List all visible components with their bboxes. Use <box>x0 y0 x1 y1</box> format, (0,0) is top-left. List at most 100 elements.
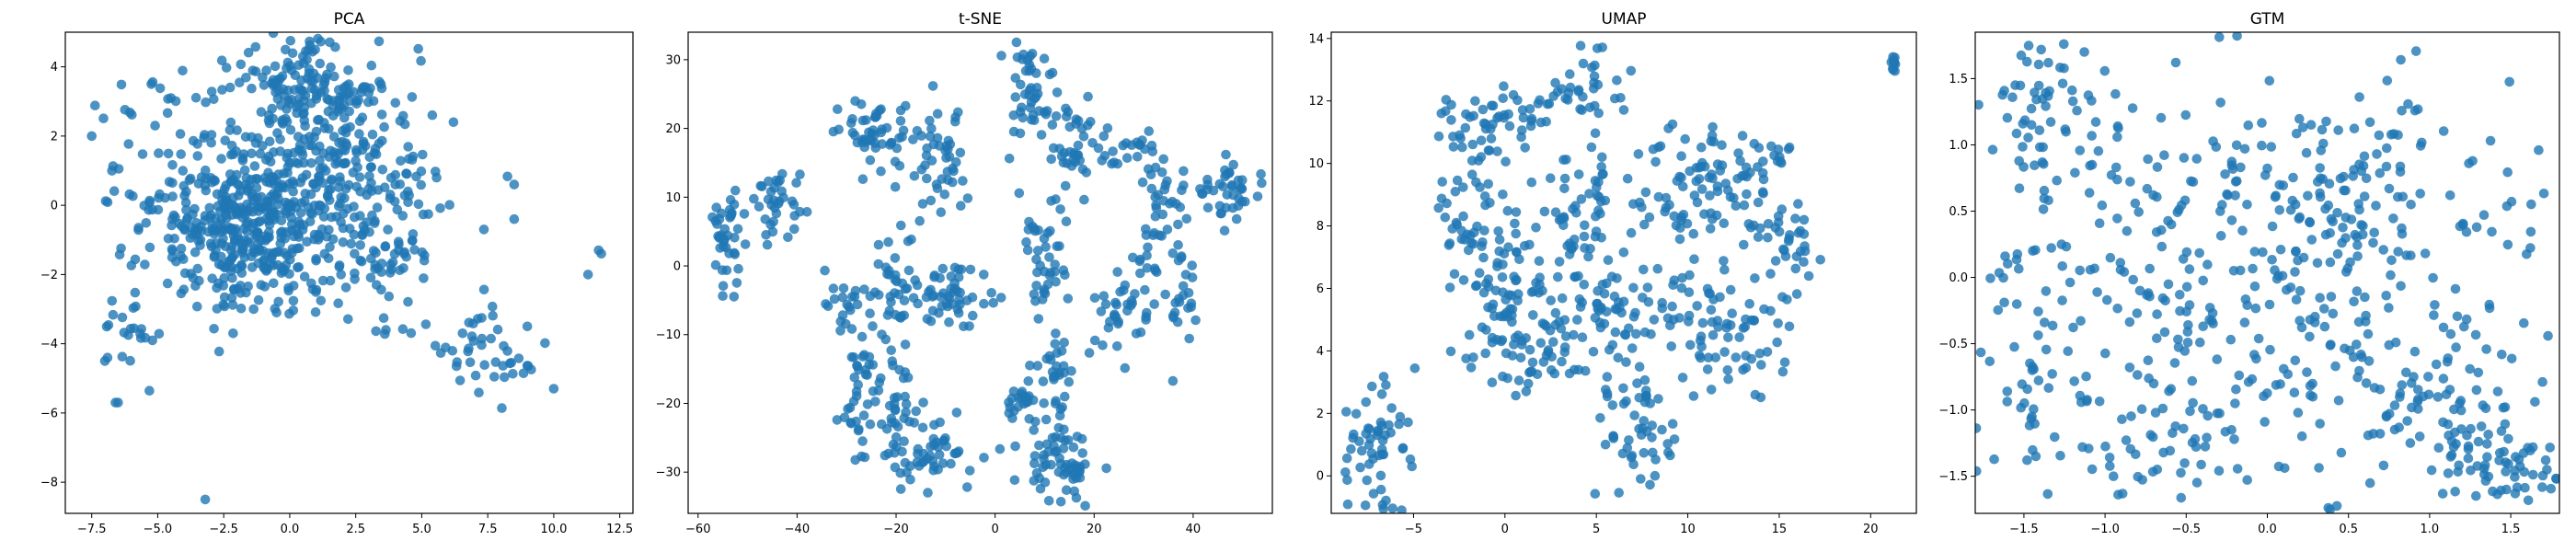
scatter-point <box>953 308 964 318</box>
scatter-point <box>1790 213 1800 224</box>
scatter-point <box>206 86 217 97</box>
scatter-point <box>2494 455 2504 466</box>
scatter-point <box>1602 372 1613 382</box>
scatter-point <box>1187 260 1197 270</box>
scatter-point <box>2305 331 2315 342</box>
scatter-point <box>1015 128 1026 139</box>
scatter-point <box>2159 327 2170 338</box>
scatter-point <box>303 202 314 213</box>
scatter-point <box>2110 88 2121 99</box>
scatter-point <box>916 165 927 175</box>
scatter-point <box>370 144 381 154</box>
scatter-point <box>1486 133 1497 144</box>
scatter-point <box>2046 243 2056 253</box>
scatter-point <box>2357 352 2367 362</box>
scatter-point <box>1059 338 1069 348</box>
scatter-point <box>2413 385 2423 395</box>
scatter-point <box>1559 183 1570 194</box>
scatter-point <box>1498 371 1508 382</box>
scatter-point <box>2414 431 2425 442</box>
scatter-point <box>763 194 774 205</box>
scatter-point <box>1725 284 1736 295</box>
y-tick-label: −2 <box>40 269 58 282</box>
scatter-point <box>261 234 272 244</box>
scatter-point <box>1593 205 1604 215</box>
axes-frame <box>64 31 634 514</box>
scatter-point <box>1135 268 1145 279</box>
scatter-point <box>1719 218 1730 228</box>
scatter-point <box>2033 80 2044 91</box>
scatter-point <box>900 391 910 402</box>
scatter-point <box>923 488 933 498</box>
scatter-point <box>1083 120 1093 131</box>
scatter-point <box>2187 375 2198 386</box>
scatter-point <box>212 304 223 314</box>
scatter-point <box>2352 240 2363 250</box>
scatter-point <box>2313 177 2323 187</box>
scatter-point <box>2075 145 2086 155</box>
scatter-point <box>478 284 489 295</box>
scatter-point <box>1765 269 1776 279</box>
scatter-point <box>851 391 862 401</box>
scatter-point <box>899 436 909 447</box>
scatter-point <box>2196 459 2206 470</box>
x-tick-label: −20 <box>883 523 908 536</box>
scatter-point <box>1508 89 1519 100</box>
scatter-point <box>2330 361 2340 372</box>
scatter-point <box>2288 172 2298 183</box>
scatter-point <box>1128 252 1138 263</box>
scatter-point <box>2352 339 2362 350</box>
scatter-point <box>2306 120 2317 130</box>
scatter-point <box>1535 272 1545 283</box>
scatter-point <box>406 328 417 339</box>
scatter-point <box>1587 63 1597 73</box>
scatter-point <box>306 158 316 168</box>
scatter-point <box>2226 156 2237 167</box>
scatter-point <box>2510 472 2520 482</box>
scatter-point <box>2043 383 2054 394</box>
scatter-point <box>1608 433 1619 443</box>
scatter-point <box>2070 167 2080 178</box>
scatter-point <box>2057 295 2067 305</box>
scatter-point <box>407 92 418 102</box>
scatter-point <box>1341 407 1351 417</box>
scatter-point <box>363 87 374 98</box>
scatter-point <box>322 191 333 201</box>
scatter-point <box>490 357 501 367</box>
scatter-point <box>1740 322 1751 332</box>
scatter-point <box>340 184 351 194</box>
scatter-point <box>937 458 949 468</box>
scatter-point <box>2296 431 2307 442</box>
scatter-point <box>1575 40 1586 51</box>
scatter-point <box>1493 226 1503 236</box>
scatter-point <box>899 413 909 424</box>
scatter-point <box>2349 123 2360 133</box>
scatter-point <box>2063 346 2074 357</box>
scatter-point <box>1080 500 1090 512</box>
scatter-point <box>853 425 864 436</box>
scatter-point <box>2381 410 2392 421</box>
scatter-point <box>2093 145 2104 156</box>
scatter-point <box>2473 436 2484 447</box>
scatter-point <box>1342 499 1353 510</box>
scatter-point <box>890 288 900 298</box>
x-tick-label: −40 <box>785 523 810 536</box>
scatter-point <box>2471 222 2482 233</box>
scatter-point <box>2450 283 2461 294</box>
scatter-point <box>221 63 232 73</box>
scatter-point <box>2144 373 2154 384</box>
scatter-point <box>253 238 263 249</box>
scatter-point <box>1618 247 1629 258</box>
scatter-point <box>2438 126 2449 136</box>
scatter-point <box>326 62 336 73</box>
scatter-point <box>2100 441 2110 452</box>
scatter-point <box>2410 46 2421 56</box>
scatter-point <box>1020 65 1031 76</box>
scatter-point <box>757 181 767 191</box>
scatter-point <box>248 218 259 229</box>
scatter-point <box>1054 453 1064 464</box>
scatter-point <box>729 292 740 302</box>
scatter-point <box>1031 468 1042 478</box>
scatter-point <box>2372 149 2382 159</box>
